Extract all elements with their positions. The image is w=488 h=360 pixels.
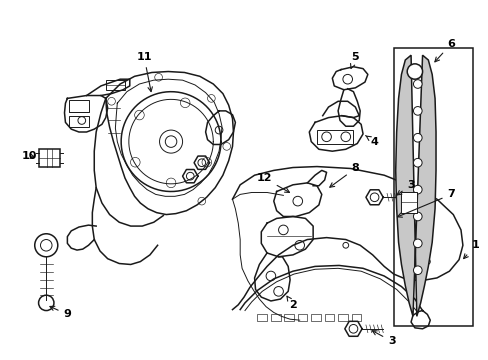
Bar (324, 314, 334, 321)
Bar (351, 314, 361, 321)
Text: 4: 4 (365, 136, 378, 147)
Circle shape (413, 212, 421, 221)
Text: 6: 6 (434, 39, 454, 62)
Bar (393, 48, 471, 326)
Polygon shape (395, 55, 435, 316)
Text: 7: 7 (397, 189, 454, 217)
Text: 10: 10 (21, 151, 37, 161)
Text: 3: 3 (396, 180, 414, 195)
Bar (257, 314, 266, 321)
Circle shape (413, 107, 421, 115)
Circle shape (413, 266, 421, 275)
Bar (39, 149, 60, 167)
Text: 3: 3 (371, 331, 395, 346)
Text: 11: 11 (136, 52, 152, 91)
Bar (316, 130, 353, 144)
Circle shape (413, 185, 421, 194)
Circle shape (413, 134, 421, 142)
Bar (297, 314, 307, 321)
Circle shape (413, 80, 421, 88)
Text: 1: 1 (463, 240, 478, 258)
Circle shape (413, 239, 421, 248)
Circle shape (413, 158, 421, 167)
Circle shape (407, 64, 422, 79)
Bar (69, 100, 88, 112)
Bar (69, 116, 88, 127)
Bar (401, 192, 416, 213)
Bar (310, 314, 320, 321)
Text: 5: 5 (350, 52, 359, 68)
Bar (337, 314, 347, 321)
Text: 2: 2 (286, 296, 296, 310)
Text: 9: 9 (50, 306, 71, 319)
Bar (284, 314, 293, 321)
Text: 8: 8 (329, 163, 359, 187)
Bar (270, 314, 280, 321)
Bar (105, 80, 125, 90)
Text: 12: 12 (256, 173, 289, 192)
